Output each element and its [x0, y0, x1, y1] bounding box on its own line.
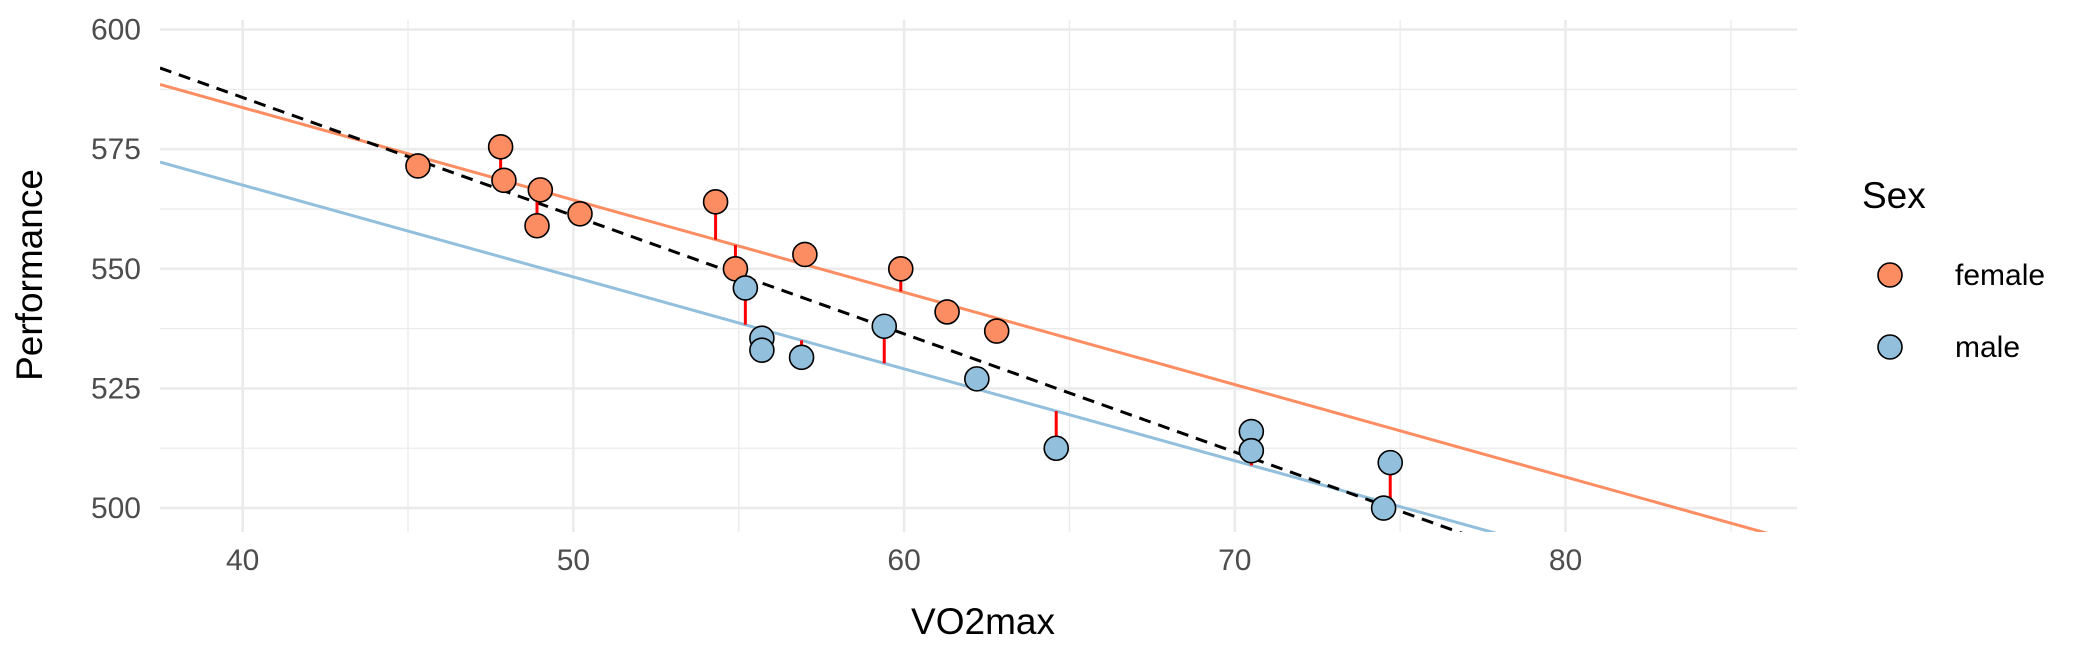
female-point: [983, 318, 1010, 344]
legend-label-female: female: [1955, 259, 2045, 292]
male-point: [1043, 435, 1070, 462]
overall-fit-line: [160, 66, 1463, 532]
male-point: [1377, 449, 1404, 476]
female-point: [527, 177, 554, 203]
male-point: [749, 337, 775, 363]
female-point: [491, 167, 517, 194]
x-tick-label: 80: [1549, 544, 1582, 577]
female-point: [887, 256, 914, 282]
female-point: [702, 189, 729, 215]
legend: Sex female male: [1862, 175, 2045, 364]
female-point: [405, 153, 431, 179]
x-tick-label: 40: [226, 544, 259, 577]
legend-key-female: [1877, 262, 1903, 288]
y-tick-label: 550: [91, 253, 141, 286]
female-point: [487, 134, 514, 160]
legend-title: Sex: [1862, 175, 1926, 216]
male-point: [732, 275, 759, 301]
y-tick-label: 575: [91, 133, 141, 166]
x-axis-title: VO2max: [911, 601, 1055, 642]
x-tick-label: 60: [887, 544, 920, 577]
data-points: [405, 134, 1404, 521]
x-tick-label: 50: [557, 544, 590, 577]
axis-ticks: 40 50 60 70 80 500 525 550 575 600: [91, 14, 1582, 577]
female-fit-line: [160, 83, 1769, 532]
male-point: [1238, 437, 1265, 464]
y-tick-label: 525: [91, 372, 141, 405]
female-point: [934, 299, 960, 325]
male-point: [1370, 495, 1397, 521]
x-tick-label: 70: [1218, 544, 1251, 577]
y-tick-label: 500: [91, 492, 141, 525]
y-tick-label: 600: [91, 14, 141, 47]
female-point: [567, 200, 593, 227]
legend-key-male: [1877, 334, 1903, 360]
male-point: [964, 366, 990, 392]
female-point: [524, 212, 550, 239]
y-axis-title: Performance: [9, 169, 50, 381]
male-point: [788, 344, 815, 371]
male-point: [871, 313, 898, 340]
female-point: [792, 241, 818, 268]
legend-label-male: male: [1955, 331, 2020, 364]
